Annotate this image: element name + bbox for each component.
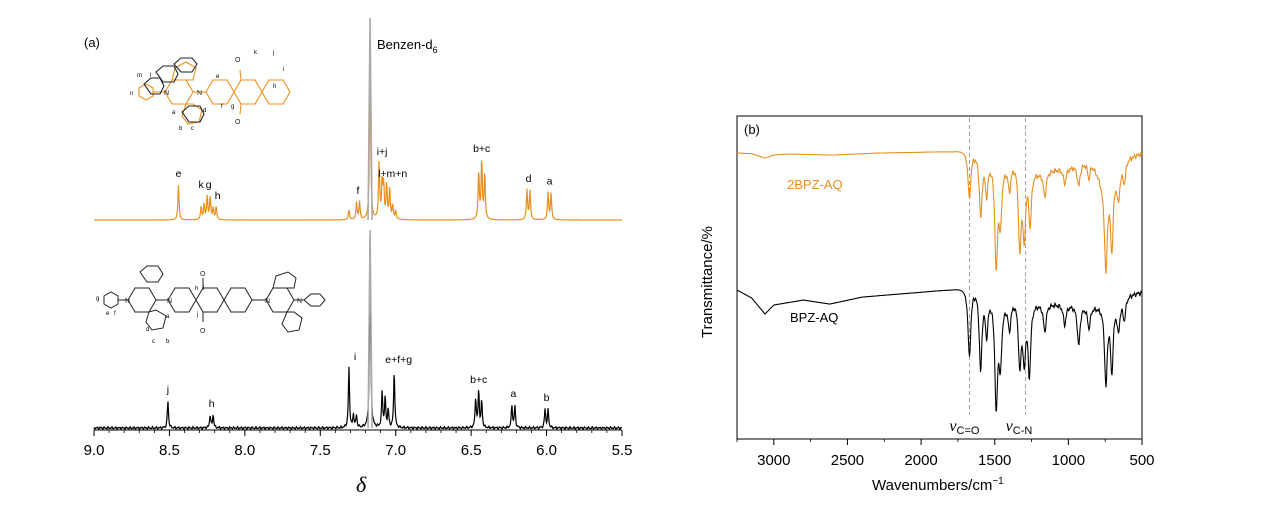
- mol-bottom-label: h: [195, 286, 198, 292]
- nmr-x-axis-title: δ: [356, 472, 367, 497]
- ir-x-tick-label: 1500: [978, 452, 1011, 469]
- nmr-spectrum-2bpz-aq: [94, 64, 622, 221]
- nmr-x-tick-label: 9.0: [84, 442, 105, 459]
- ir-panel: (b) vC=O vC-N 2BPZ-AQ BPZ-AQ Transmittanc…: [699, 115, 1155, 494]
- mol-top-oxygen-1: O: [235, 57, 241, 64]
- nmr-x-tick-label: 6.0: [536, 442, 557, 459]
- ir-x-tick-label: 1000: [1052, 452, 1085, 469]
- mol-bottom-label: i: [203, 286, 204, 292]
- ir-reference-label: vC=O: [949, 418, 979, 437]
- mol-top-label: m: [137, 73, 142, 79]
- mol-bottom-label: e: [106, 311, 110, 317]
- nmr-x-tick-label: 5.5: [612, 442, 633, 459]
- ir-x-axis-title-text: Wavenumbers/cm: [872, 477, 992, 494]
- nmr-x-tick-label: 7.0: [385, 442, 406, 459]
- ir-x-ticks: 3000 2500 2000 1500 1000 500: [736, 439, 1155, 469]
- mol-top-label: g: [231, 104, 234, 110]
- mol-top-label: c: [191, 126, 194, 132]
- mol-top-label: n: [130, 91, 133, 97]
- mol-top-oxygen-2: O: [235, 119, 241, 126]
- ir-series-label-bpz-aq: BPZ-AQ: [790, 310, 838, 325]
- nmr-peak-label: i: [354, 351, 356, 363]
- mol-bottom-nitrogen-3: N: [265, 298, 270, 305]
- solvent-label-text: Benzen-d: [377, 37, 433, 52]
- mol-top-label: l: [150, 73, 151, 79]
- nmr-peak-label: e: [176, 168, 182, 180]
- mol-top-label: h: [273, 84, 276, 90]
- nmr-panel-label: (a): [84, 35, 100, 50]
- nmr-x-tick-label: 6.5: [461, 442, 482, 459]
- mol-top-label: b: [179, 126, 183, 132]
- mol-bottom-label: a: [166, 314, 170, 320]
- mol-top-label: k: [254, 50, 258, 56]
- mol-bottom-oxygen-2: O: [200, 328, 206, 335]
- nmr-peak-label: i+j: [377, 146, 388, 158]
- mol-top-label: j: [272, 50, 274, 56]
- ir-x-tick-label: 2500: [831, 452, 864, 469]
- ir-reference-label: vC-N: [1006, 418, 1033, 437]
- ir-x-tick-label: 2000: [904, 452, 937, 469]
- solvent-label: Benzen-d6: [377, 37, 438, 55]
- mol-top-label: a: [172, 110, 176, 116]
- mol-bottom-label: j: [196, 312, 198, 318]
- nmr-peak-label: f: [357, 185, 360, 197]
- nmr-peak-label: b+c: [473, 143, 490, 155]
- nmr-peak-label: h: [215, 190, 221, 202]
- nmr-peak-label: a: [510, 388, 516, 400]
- mol-bottom-label: g: [96, 296, 99, 302]
- nmr-peak-label: d: [526, 173, 532, 185]
- ir-spectrum-bpz-aq: [736, 289, 1143, 412]
- molecule-2bpz-aq: O O N N: [138, 57, 291, 126]
- nmr-peak-label: j: [166, 384, 169, 396]
- mol-top-nitrogen-2: N: [197, 90, 202, 97]
- nmr-peak-label: k: [198, 179, 204, 191]
- mol-bottom-oxygen-1: O: [200, 271, 206, 278]
- ir-plot-frame: [736, 115, 1143, 440]
- molecule-bpz-aq: O O N N N N: [103, 265, 326, 335]
- nmr-x-tick-label: 8.0: [234, 442, 255, 459]
- ir-x-axis-title: Wavenumbers/cm−1: [872, 476, 1004, 494]
- mol-bottom-label: d: [146, 327, 149, 333]
- mol-top-label: i: [283, 67, 284, 73]
- ir-x-tick-label: 3000: [757, 452, 790, 469]
- nmr-peak-label: h: [209, 398, 215, 410]
- nmr-x-tick-label: 7.5: [310, 442, 331, 459]
- mol-top-label: e: [216, 74, 220, 80]
- mol-bottom-label: c: [152, 339, 155, 345]
- nmr-peak-label: b: [544, 392, 550, 404]
- solvent-label-subscript: 6: [433, 45, 438, 55]
- nmr-spectrum-bpz-aq: [93, 237, 623, 431]
- ir-panel-label: (b): [744, 122, 760, 137]
- molecule-label-group-bottom: g e f d c b a h i j: [96, 286, 204, 345]
- nmr-x-ticks: 9.0 8.5 8.0 7.5 7.0 6.5 6.0 5.5: [84, 430, 633, 459]
- ir-x-axis-title-superscript: −1: [992, 476, 1004, 487]
- nmr-x-tick-label: 8.5: [159, 442, 180, 459]
- nmr-panel: (a) O O: [84, 17, 633, 497]
- ir-spectrum-2bpz-aq: [737, 151, 1143, 275]
- nmr-peak-label: l+m+n: [378, 168, 407, 180]
- mol-bottom-nitrogen-2: N: [167, 298, 172, 305]
- mol-bottom-nitrogen-4: N: [297, 298, 302, 305]
- mol-top-label: f: [221, 104, 223, 110]
- mol-bottom-label: f: [114, 311, 116, 317]
- ir-series-label-2bpz-aq: 2BPZ-AQ: [787, 177, 843, 192]
- nmr-peak-label: g: [206, 179, 212, 191]
- nmr-peak-labels-bpz-aq: j h i e+f+g b+c a b: [166, 351, 550, 410]
- molecule-label-group-top: m l n a b c d e f g h i j k: [130, 50, 284, 132]
- mol-top-nitrogen-1: N: [164, 90, 169, 97]
- nmr-peak-label: e+f+g: [385, 354, 412, 366]
- ir-reference-lines: vC=O vC-N: [949, 118, 1032, 437]
- mol-bottom-label: b: [166, 339, 170, 345]
- nmr-solvent-overlay: [367, 17, 373, 429]
- mol-top-label: d: [203, 108, 206, 114]
- mol-bottom-nitrogen-1: N: [125, 298, 130, 305]
- ir-y-axis-title: Transmittance/%: [699, 226, 716, 338]
- nmr-peak-labels-2bpz-aq: e k gh f i+j l+m+n b+c d a: [176, 143, 553, 202]
- ir-x-tick-label: 500: [1129, 452, 1154, 469]
- nmr-peak-label: a: [547, 175, 553, 187]
- nmr-peak-label: b+c: [470, 374, 487, 386]
